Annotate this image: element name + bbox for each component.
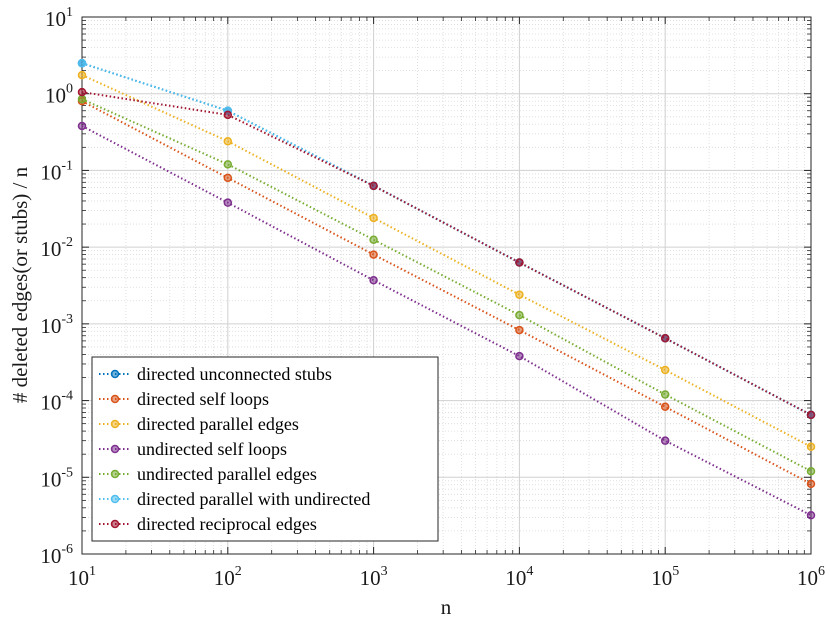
data-point — [515, 351, 524, 361]
legend: directed unconnected stubs directed self … — [91, 356, 439, 542]
data-point — [806, 510, 816, 520]
legend-marker — [110, 494, 120, 504]
x-tick-label: 101 — [68, 564, 96, 590]
data-point — [223, 160, 233, 169]
series-line — [81, 125, 812, 517]
y-tick-label: 101 — [45, 5, 73, 31]
series-line — [81, 100, 812, 485]
x-tick-labels: 101 102 103 104 105 106 — [68, 564, 825, 590]
series-line — [81, 91, 812, 416]
y-tick-label: 10-1 — [40, 158, 73, 184]
data-point — [660, 333, 670, 343]
y-tick-label: 10-3 — [40, 312, 73, 338]
series-undirected-self-loops — [77, 121, 816, 520]
data-point — [369, 213, 378, 223]
legend-label: directed parallel with undirected — [137, 489, 370, 509]
data-point — [515, 258, 524, 267]
data-point — [660, 365, 670, 375]
legend-item: directed reciprocal edges — [99, 514, 317, 534]
x-axis-title: n — [441, 595, 452, 619]
x-tick-label: 105 — [651, 564, 679, 590]
legend-label: undirected self loops — [137, 439, 287, 459]
y-tick-labels: 101 100 10-1 10-2 10-3 10-4 10-5 10-6 — [40, 5, 73, 568]
y-tick-label: 10-2 — [40, 235, 73, 261]
plot-frame — [81, 16, 812, 555]
axis-ticks — [81, 16, 812, 555]
legend-item: directed parallel with undirected — [99, 489, 370, 509]
data-point — [223, 110, 233, 120]
x-tick-label: 106 — [797, 564, 825, 590]
data-point — [806, 442, 816, 452]
legend-item: undirected parallel edges — [99, 464, 317, 484]
legend-marker — [110, 369, 120, 379]
data-point — [660, 402, 670, 412]
data-point — [515, 325, 524, 335]
legend-marker — [110, 394, 120, 404]
y-axis-title: # deleted edges(or stubs) / n — [8, 166, 32, 403]
data-point — [806, 466, 816, 476]
data-point — [369, 276, 378, 285]
y-tick-label: 10-6 — [40, 542, 73, 568]
data-point — [77, 121, 87, 131]
data-point — [77, 87, 87, 97]
legend-label: undirected parallel edges — [137, 464, 317, 484]
legend-item: undirected self loops — [99, 439, 287, 459]
legend-marker — [110, 519, 120, 529]
data-point — [660, 436, 670, 445]
series-line — [81, 98, 812, 473]
y-tick-label: 10-4 — [40, 389, 73, 415]
legend-marker — [110, 444, 120, 454]
series-directed-reciprocal-edges — [77, 87, 816, 420]
legend-item: directed self loops — [99, 389, 269, 409]
series-undirected-parallel-edges — [77, 94, 816, 476]
data-point — [223, 198, 233, 207]
legend-label: directed reciprocal edges — [137, 514, 317, 534]
legend-marker — [110, 419, 120, 429]
data-point — [806, 410, 816, 420]
legend-item: directed unconnected stubs — [99, 364, 332, 384]
x-tick-label: 103 — [360, 564, 388, 590]
x-tick-label: 104 — [505, 564, 533, 590]
data-point — [369, 181, 378, 191]
legend-label: directed parallel edges — [137, 414, 299, 434]
legend-box — [91, 356, 439, 542]
data-point — [77, 94, 87, 104]
data-point — [369, 250, 378, 259]
series-layer — [77, 58, 816, 520]
x-tick-label: 102 — [214, 564, 242, 590]
data-point — [515, 310, 524, 320]
legend-item: directed parallel edges — [99, 414, 299, 434]
series-directed-self-loops — [77, 96, 816, 489]
series-directed-parallel-edges — [77, 70, 816, 452]
data-point — [77, 58, 87, 68]
series-line — [81, 74, 812, 448]
data-point — [77, 70, 87, 80]
data-point — [806, 479, 816, 489]
data-point — [369, 235, 378, 244]
y-tick-label: 10-5 — [40, 465, 73, 491]
legend-marker — [110, 469, 120, 479]
data-point — [660, 390, 670, 399]
data-point — [515, 290, 524, 299]
data-point — [223, 137, 233, 146]
legend-label: directed unconnected stubs — [137, 364, 332, 384]
data-point — [223, 173, 233, 183]
legend-label: directed self loops — [137, 389, 269, 409]
y-tick-label: 100 — [45, 82, 73, 108]
